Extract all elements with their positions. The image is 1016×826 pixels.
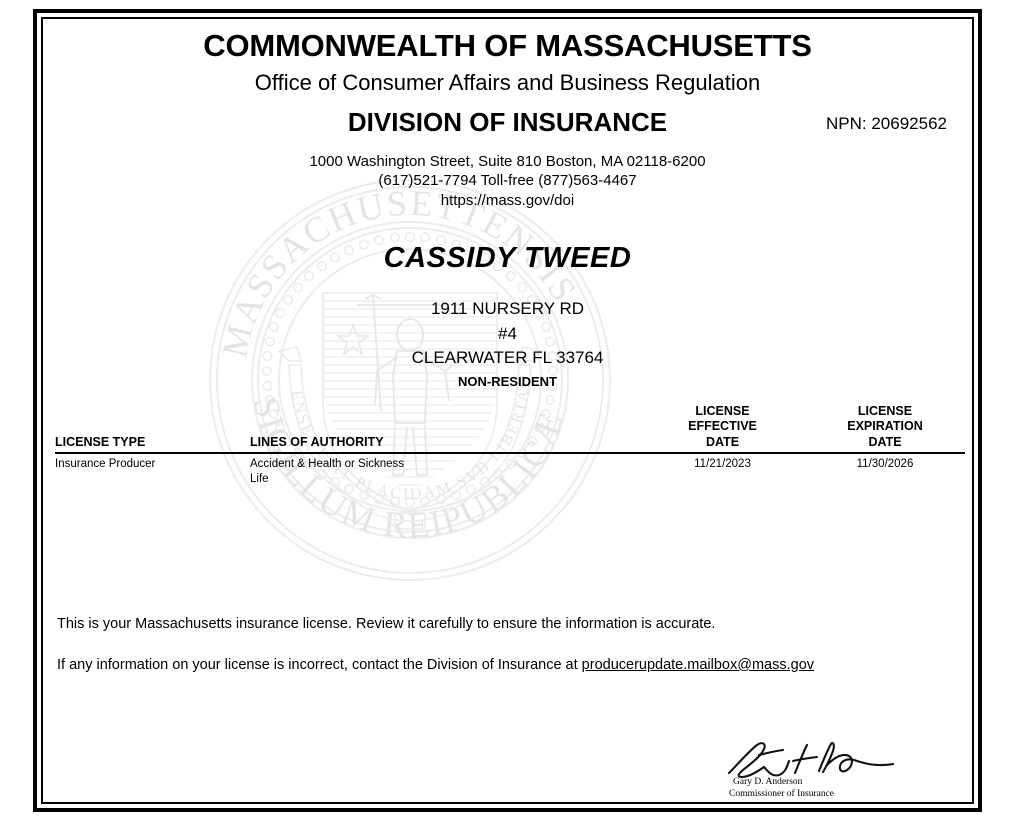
division-row: DIVISION OF INSURANCE NPN: 20692562 [45, 108, 970, 140]
footer-notes: This is your Massachusetts insurance lic… [57, 615, 947, 675]
licensee-address-line2: #4 [498, 323, 517, 343]
licensee-address-line3: CLEARWATER FL 33764 [411, 348, 604, 368]
note-contact-text: If any information on your license is in… [57, 656, 582, 673]
line-of-authority: Accident & Health or Sickness [250, 457, 405, 470]
signature-mark [727, 741, 895, 779]
table-header-row: LICENSE TYPE LINES OF AUTHORITY LICENSE … [55, 404, 965, 454]
document-border-outer [33, 9, 982, 812]
document-border-inner [41, 17, 974, 804]
note-contact: If any information on your license is in… [57, 656, 947, 675]
page-title: COMMONWEALTH OF MASSACHUSETTS [203, 28, 812, 63]
column-header-license-type: LICENSE TYPE [55, 404, 250, 454]
licensee-address-line1: 1911 NURSERY RD [430, 299, 585, 319]
commissioner-name: Gary D. Anderson [733, 777, 803, 787]
column-header-expiration-date: LICENSE EXPIRATION DATE [805, 404, 965, 454]
line-of-authority: Life [250, 473, 269, 486]
cell-lines-of-authority: Accident & Health or Sickness Life [250, 453, 640, 488]
column-header-lines-of-authority: LINES OF AUTHORITY [250, 404, 640, 454]
effective-header-line1: LICENSE [695, 404, 750, 418]
producer-update-email-link[interactable]: producerupdate.mailbox@mass.gov [581, 656, 815, 673]
npn-number: NPN: 20692562 [826, 113, 947, 133]
agency-website: https://mass.gov/doi [440, 192, 575, 210]
note-review: This is your Massachusetts insurance lic… [57, 616, 716, 632]
commissioner-role: Commissioner of Insurance [729, 788, 835, 799]
table-row: Insurance Producer Accident & Health or … [55, 453, 965, 488]
division-title: DIVISION OF INSURANCE [347, 106, 668, 137]
office-subtitle: Office of Consumer Affairs and Business … [254, 70, 761, 96]
cell-expiration-date: 11/30/2026 [856, 457, 914, 470]
cell-effective-date: 11/21/2023 [694, 457, 751, 470]
expiration-header-line1: LICENSE [857, 404, 913, 418]
signature-block: Gary D. Anderson Commissioner of Insuran… [715, 739, 925, 801]
licensee-name: CASSIDY TWEED [383, 242, 632, 275]
cell-license-type: Insurance Producer [55, 457, 156, 470]
licensee-residency-status: NON-RESIDENT [458, 373, 557, 389]
expiration-header-line3: DATE [868, 434, 902, 449]
agency-phone: (617)521-7794 Toll-free (877)563-4467 [378, 172, 637, 190]
license-table: LICENSE TYPE LINES OF AUTHORITY LICENSE … [55, 404, 970, 488]
expiration-header-line2: EXPIRATION [847, 419, 923, 434]
agency-address-line1: 1000 Washington Street, Suite 810 Boston… [309, 152, 706, 170]
licensee-address: 1911 NURSERY RD #4 CLEARWATER FL 33764 [45, 297, 970, 371]
effective-header-line3: DATE [705, 434, 740, 449]
agency-address: 1000 Washington Street, Suite 810 Boston… [45, 152, 970, 211]
column-header-effective-date: LICENSE EFFECTIVE DATE [640, 404, 805, 454]
effective-header-line2: EFFECTIVE [688, 419, 757, 434]
